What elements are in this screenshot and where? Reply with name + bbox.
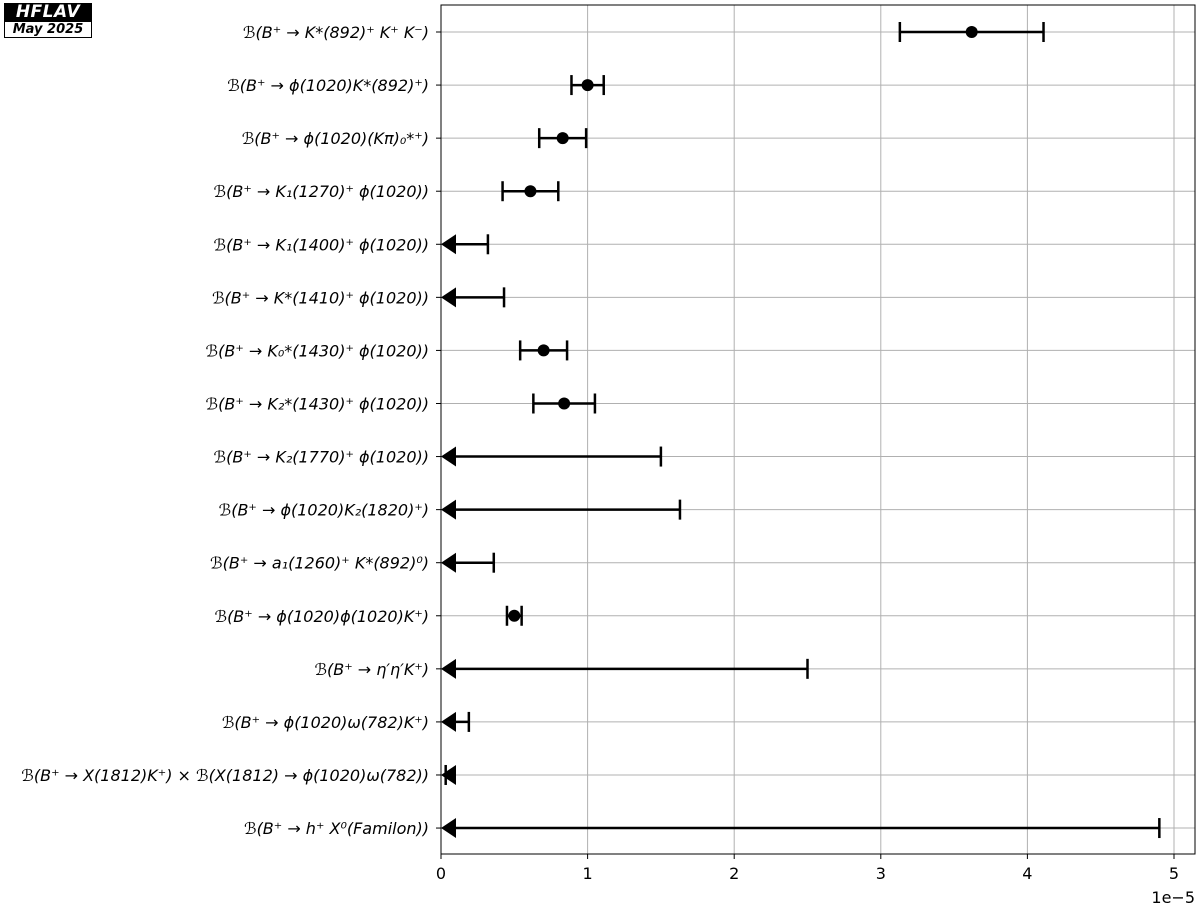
x-tick-label: 1 bbox=[583, 864, 593, 883]
upper-limit-marker bbox=[441, 446, 663, 467]
left-arrow-head bbox=[441, 287, 456, 308]
left-arrow-head bbox=[441, 658, 456, 679]
upper-limit-marker bbox=[441, 234, 490, 255]
central-value-dot bbox=[537, 344, 550, 357]
y-tick-label: ℬ(B⁺ → K*(1410)⁺ ϕ(1020)) bbox=[212, 288, 429, 307]
data-marks bbox=[441, 22, 1161, 839]
upper-limit-marker bbox=[441, 711, 471, 732]
left-arrow-head bbox=[441, 711, 456, 732]
left-arrow-head bbox=[441, 552, 456, 573]
measurement-point bbox=[898, 22, 1045, 42]
upper-limit-marker bbox=[441, 818, 1161, 839]
y-tick-label: ℬ(B⁺ → K₁(1400)⁺ ϕ(1020)) bbox=[214, 235, 429, 254]
y-tick-label: ℬ(B⁺ → X(1812)K⁺) × ℬ(X(1812) → ϕ(1020)ω… bbox=[21, 766, 429, 785]
measurement-point bbox=[501, 181, 560, 202]
y-tick-label: ℬ(B⁺ → η′η′K⁺) bbox=[314, 660, 429, 679]
upper-limit-marker bbox=[441, 552, 496, 573]
upper-limit-marker bbox=[441, 764, 456, 785]
y-tick-label: ℬ(B⁺ → K₀*(1430)⁺ ϕ(1020)) bbox=[206, 341, 429, 360]
y-tick-label: ℬ(B⁺ → ϕ(1020)(Kπ)₀*⁺) bbox=[242, 129, 429, 148]
central-value-dot bbox=[524, 185, 537, 198]
plot-frame bbox=[440, 4, 1196, 855]
y-tick-label: ℬ(B⁺ → K₁(1270)⁺ ϕ(1020)) bbox=[214, 182, 429, 201]
y-tick-label: ℬ(B⁺ → ϕ(1020)ϕ(1020)K⁺) bbox=[214, 607, 429, 626]
left-arrow-head bbox=[441, 234, 456, 255]
left-arrow-head bbox=[441, 764, 456, 785]
measurement-point bbox=[505, 605, 523, 626]
upper-limit-marker bbox=[441, 658, 809, 679]
logo-title: HFLAV bbox=[4, 3, 92, 21]
measurement-point bbox=[537, 128, 588, 149]
y-tick-label: ℬ(B⁺ → a₁(1260)⁺ K*(892)⁰) bbox=[210, 554, 429, 573]
central-value-dot bbox=[508, 609, 521, 622]
grid-lines bbox=[440, 5, 1195, 854]
y-tick-label: ℬ(B⁺ → h⁺ X⁰(Familon)) bbox=[244, 819, 429, 838]
x-axis-ticks: 0 1 2 3 4 5 bbox=[436, 854, 1179, 883]
y-tick-label: ℬ(B⁺ → K₂*(1430)⁺ ϕ(1020)) bbox=[206, 394, 429, 413]
central-value-dot bbox=[558, 397, 571, 410]
hflav-logo: HFLAV May 2025 bbox=[4, 3, 92, 38]
x-tick-label: 5 bbox=[1169, 864, 1179, 883]
logo-date: May 2025 bbox=[4, 21, 92, 38]
central-value-dot bbox=[581, 79, 594, 92]
left-arrow-head bbox=[441, 499, 456, 520]
central-value-dot bbox=[965, 26, 978, 38]
central-value-dot bbox=[556, 132, 569, 145]
y-tick-label: ℬ(B⁺ → ϕ(1020)K₂(1820)⁺) bbox=[219, 501, 429, 520]
upper-limit-marker bbox=[441, 287, 506, 308]
x-tick-label: 4 bbox=[1022, 864, 1032, 883]
measurement-point bbox=[532, 393, 597, 414]
y-tick-label: ℬ(B⁺ → K*(892)⁺ K⁺ K⁻) bbox=[243, 23, 429, 42]
measurement-point bbox=[518, 340, 569, 361]
y-tick-label: ℬ(B⁺ → ϕ(1020)ω(782)K⁺) bbox=[222, 713, 429, 732]
y-tick-label: ℬ(B⁺ → K₂(1770)⁺ ϕ(1020)) bbox=[214, 448, 429, 467]
x-tick-label: 0 bbox=[436, 864, 446, 883]
y-tick-label: ℬ(B⁺ → ϕ(1020)K*(892)⁺) bbox=[227, 76, 429, 95]
measurement-point bbox=[570, 75, 605, 96]
left-arrow-head bbox=[441, 446, 456, 467]
left-arrow-head bbox=[441, 818, 456, 839]
x-axis-scale-label: 1e−5 bbox=[1151, 888, 1195, 907]
x-tick-label: 3 bbox=[876, 864, 886, 883]
upper-limit-marker bbox=[441, 499, 682, 520]
y-axis-labels: ℬ(B⁺ → K*(892)⁺ K⁺ K⁻) ℬ(B⁺ → ϕ(1020)K*(8… bbox=[21, 23, 441, 838]
x-tick-label: 2 bbox=[729, 864, 739, 883]
